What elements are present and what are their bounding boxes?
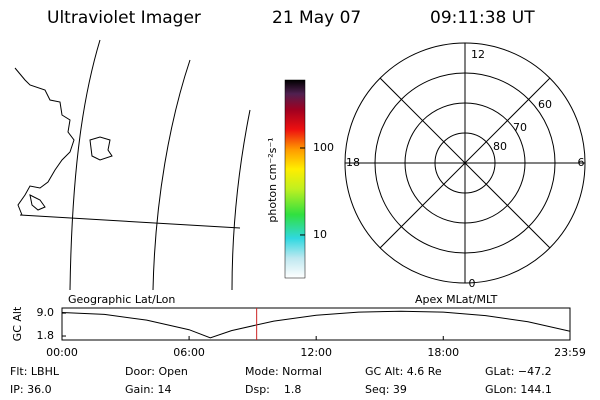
date: 21 May 07 <box>272 8 361 28</box>
meridian <box>231 109 251 291</box>
altitude-line <box>61 310 571 339</box>
info-field: Door: Open <box>125 365 188 378</box>
coastline <box>14 67 75 216</box>
info-field: Seq: 39 <box>365 383 407 396</box>
info-field: GLon: 144.1 <box>485 383 552 396</box>
hour-label: 0 <box>469 277 476 290</box>
info-field: Flt: LBHL <box>10 365 60 378</box>
island <box>29 194 46 211</box>
altitude-frame <box>61 307 571 341</box>
info-field: IP: 36.0 <box>10 383 52 396</box>
title: Ultraviolet Imager <box>47 8 201 28</box>
x-tick-label: 18:00 <box>427 346 459 359</box>
info-field: Dsp: 1.8 <box>245 383 301 396</box>
hour-label: 6 <box>578 156 585 169</box>
x-tick-label: 06:00 <box>173 346 205 359</box>
info-field: GC Alt: 4.6 Re <box>365 365 442 378</box>
lat-label: 70 <box>513 121 527 134</box>
lat-label: 60 <box>538 98 552 111</box>
lat-label: 80 <box>493 140 507 153</box>
parallel <box>19 214 241 229</box>
y-tick-label: 1.8 <box>37 329 55 342</box>
hour-label: 12 <box>471 48 485 61</box>
altitude-ylabel: GC Alt <box>11 306 24 341</box>
island <box>89 136 113 161</box>
colorbar-tick-label: 100 <box>313 141 334 154</box>
polar-grid: 12 6 0 18 80 70 60 Apex MLat/MLT <box>344 42 586 306</box>
info-field: Mode: Normal <box>245 365 322 378</box>
x-tick-label: 23:59 <box>554 346 586 359</box>
x-tick-label: 00:00 <box>46 346 78 359</box>
hour-label: 18 <box>346 156 360 169</box>
meridian <box>152 59 191 291</box>
colorbar-tick-label: 10 <box>313 228 327 241</box>
info-field: Gain: 14 <box>125 383 172 396</box>
x-tick-label: 12:00 <box>300 346 332 359</box>
polar-label: Apex MLat/MLT <box>415 293 498 306</box>
meridian <box>69 39 101 291</box>
map: Geographic Lat/Lon <box>14 39 251 306</box>
info-field: GLat: −47.2 <box>485 365 552 378</box>
time: 09:11:38 UT <box>430 8 535 28</box>
y-tick-label: 9.0 <box>37 306 55 319</box>
colorbar <box>284 79 306 279</box>
spoke <box>379 77 551 249</box>
colorbar-label: photon cm⁻²s⁻¹ <box>266 137 279 222</box>
map-label: Geographic Lat/Lon <box>68 293 175 306</box>
